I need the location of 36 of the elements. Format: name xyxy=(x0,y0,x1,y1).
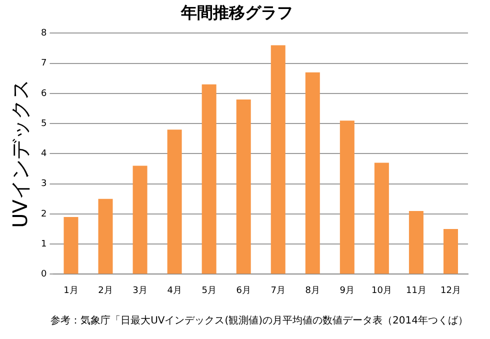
bar xyxy=(270,45,286,274)
x-tick-label: 10月 xyxy=(371,286,392,296)
x-tick-label: 5月 xyxy=(202,286,216,296)
y-tick-label: 7 xyxy=(40,58,47,69)
bar xyxy=(167,130,182,274)
bar xyxy=(305,72,320,274)
bar xyxy=(408,210,424,274)
x-tick-label: 3月 xyxy=(132,286,148,296)
y-tick-label: 3 xyxy=(40,179,47,190)
x-tick-label: 6月 xyxy=(236,286,251,296)
x-tick-label: 11月 xyxy=(406,286,426,296)
y-tick-label: 5 xyxy=(40,118,47,129)
x-tick-label: 1月 xyxy=(64,286,78,296)
bar xyxy=(132,166,148,274)
bar xyxy=(98,198,113,274)
bar xyxy=(202,84,216,274)
x-tick-label: 9月 xyxy=(340,286,355,296)
x-tick-label: 8月 xyxy=(305,286,320,296)
y-tick-label: 6 xyxy=(40,88,47,99)
x-tick-label: 7月 xyxy=(270,286,286,296)
y-tick-label: 8 xyxy=(40,28,47,39)
bar xyxy=(340,120,354,274)
y-tick-label: 4 xyxy=(40,149,47,160)
chart-title: 年間推移グラフ xyxy=(180,2,293,22)
x-tick-label: 2月 xyxy=(98,286,113,296)
bar xyxy=(64,216,78,274)
y-tick-label: 2 xyxy=(40,209,47,220)
x-tick-label: 4月 xyxy=(167,286,182,296)
text: 参考：気象庁「日最大UVインデックス(観測値)の月平均値の数値データ表（2014年つくば） xyxy=(50,314,468,327)
x-tick-label: 12月 xyxy=(440,286,461,296)
y-tick-label: 0 xyxy=(40,270,47,280)
y-axis-title: UVインデックス xyxy=(8,80,32,228)
bar xyxy=(236,99,251,274)
y-tick-label: 1 xyxy=(40,239,47,250)
bar xyxy=(374,162,389,274)
bar xyxy=(443,229,458,274)
